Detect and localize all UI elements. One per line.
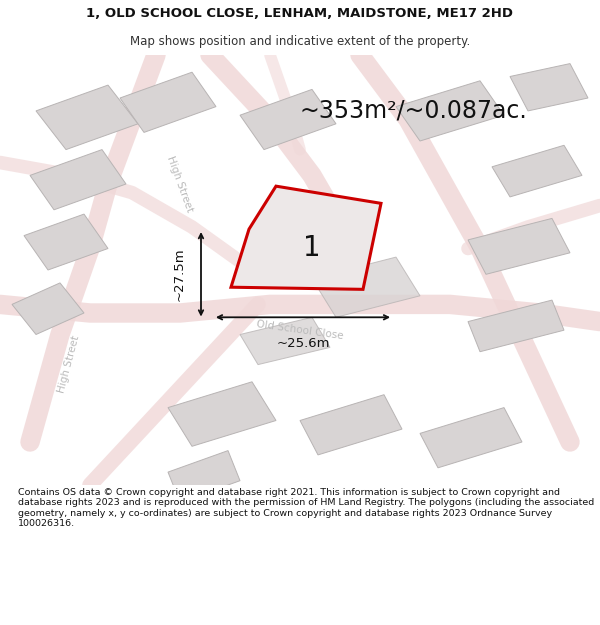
Polygon shape (168, 382, 276, 446)
Text: High Street: High Street (165, 154, 195, 213)
Text: ~25.6m: ~25.6m (276, 337, 330, 349)
Polygon shape (300, 395, 402, 455)
Polygon shape (468, 218, 570, 274)
Text: Old School Close: Old School Close (256, 319, 344, 341)
Polygon shape (396, 81, 504, 141)
Text: ~27.5m: ~27.5m (173, 248, 186, 301)
Text: 1, OLD SCHOOL CLOSE, LENHAM, MAIDSTONE, ME17 2HD: 1, OLD SCHOOL CLOSE, LENHAM, MAIDSTONE, … (86, 8, 514, 20)
Polygon shape (240, 89, 336, 149)
Polygon shape (468, 300, 564, 352)
Polygon shape (12, 283, 84, 334)
Text: Map shows position and indicative extent of the property.: Map shows position and indicative extent… (130, 35, 470, 48)
Polygon shape (492, 145, 582, 197)
Polygon shape (168, 451, 240, 503)
Text: 1: 1 (303, 234, 321, 262)
Polygon shape (312, 257, 420, 318)
Polygon shape (231, 186, 381, 289)
Text: Contains OS data © Crown copyright and database right 2021. This information is : Contains OS data © Crown copyright and d… (18, 488, 594, 528)
Polygon shape (30, 149, 126, 210)
Text: High Street: High Street (56, 335, 82, 394)
Polygon shape (120, 72, 216, 132)
Polygon shape (420, 408, 522, 468)
Polygon shape (24, 214, 108, 270)
Text: ~353m²/~0.087ac.: ~353m²/~0.087ac. (300, 99, 528, 123)
Polygon shape (510, 64, 588, 111)
Polygon shape (36, 85, 138, 149)
Polygon shape (240, 318, 330, 364)
